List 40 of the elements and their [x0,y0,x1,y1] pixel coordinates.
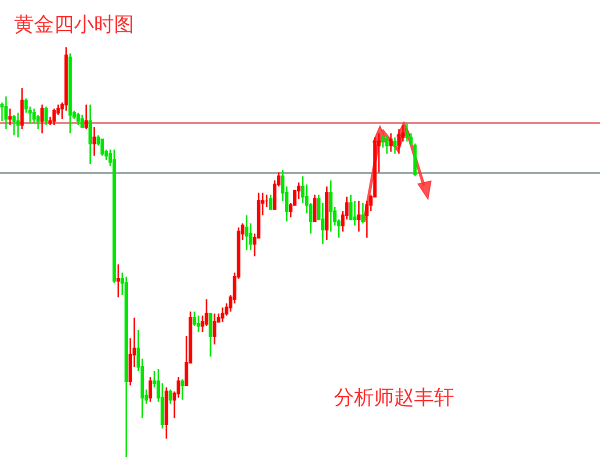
chart-title: 黄金四小时图 [14,12,134,36]
candlestick [389,132,393,152]
candlestick [148,376,152,402]
candlestick [92,126,96,157]
candlestick [8,108,12,126]
candlestick [100,138,104,157]
candlestick [357,200,361,232]
candlestick [44,106,48,126]
candlestick [313,194,316,222]
candlestick [325,186,329,241]
candlestick [268,194,272,210]
candlestick [124,276,128,458]
candlestick [196,314,200,333]
candlestick [164,386,168,440]
candlestick [244,214,248,251]
candlestick [84,104,88,130]
candlestick [40,104,44,134]
annotation: 分析师赵丰轩 [334,385,454,409]
candlestick [361,202,365,224]
candlestick [385,134,389,155]
candlestick [208,312,212,358]
candlestick [52,108,56,126]
candlestick [397,128,401,155]
candlestick [329,180,333,232]
candlestick [405,122,409,142]
candlestick [12,114,16,136]
candlestick [20,87,24,130]
candlestick [80,114,84,128]
candlestick [220,306,224,323]
candlestick [4,96,8,130]
candlestick [393,136,397,155]
candlestick [212,312,216,346]
candlestick [112,148,116,284]
candlestick [76,112,80,126]
candlestick [180,378,184,400]
candlestick [68,52,72,134]
candlestick [88,104,92,165]
candlestick [16,112,20,138]
candlestick [168,388,172,405]
candlestick [116,264,120,298]
